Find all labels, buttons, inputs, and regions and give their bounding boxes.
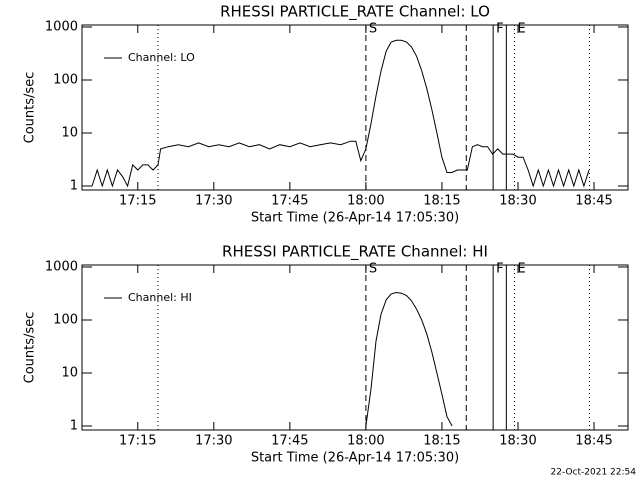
y-tick-label: 100 bbox=[53, 72, 78, 87]
event-label: S bbox=[369, 22, 377, 37]
plot-frame bbox=[81, 264, 629, 431]
y-tick-label: 1 bbox=[70, 418, 78, 433]
y-axis-label: Counts/sec bbox=[23, 312, 38, 384]
x-tick-label: 18:45 bbox=[575, 194, 612, 209]
event-label: F bbox=[496, 262, 503, 277]
series-line bbox=[365, 291, 453, 427]
x-axis-label: Start Time (26-Apr-14 17:05:30) bbox=[251, 211, 459, 226]
y-tick-label: 100 bbox=[53, 312, 78, 327]
plot-frame bbox=[81, 24, 629, 191]
x-tick-label: 18:30 bbox=[499, 434, 536, 449]
x-tick-label: 18:30 bbox=[499, 194, 536, 209]
event-label: E bbox=[517, 262, 525, 277]
y-tick-label: 1 bbox=[70, 178, 78, 193]
x-tick-label: 17:30 bbox=[195, 194, 232, 209]
x-tick-label: 18:45 bbox=[575, 434, 612, 449]
event-label: F bbox=[496, 22, 503, 37]
x-tick-label: 18:15 bbox=[423, 194, 460, 209]
legend-label: Channel: LO bbox=[128, 51, 195, 64]
y-tick-label: 10 bbox=[61, 125, 78, 140]
event-label: S bbox=[369, 262, 377, 277]
x-tick-label: 18:00 bbox=[347, 194, 384, 209]
chart-title: RHESSI PARTICLE_RATE Channel: HI bbox=[222, 243, 488, 262]
x-tick-label: 17:15 bbox=[119, 434, 156, 449]
x-tick-label: 18:00 bbox=[347, 434, 384, 449]
x-tick-label: 17:15 bbox=[119, 194, 156, 209]
footer: 22-Oct-2021 22:54 bbox=[551, 468, 637, 478]
legend-label: Channel: HI bbox=[128, 291, 192, 304]
event-label: E bbox=[517, 22, 525, 37]
y-tick-label: 1000 bbox=[45, 259, 78, 274]
series-line bbox=[91, 39, 590, 188]
x-tick-label: 17:30 bbox=[195, 434, 232, 449]
x-tick-label: 17:45 bbox=[271, 434, 308, 449]
x-tick-label: 17:45 bbox=[271, 194, 308, 209]
chart-title: RHESSI PARTICLE_RATE Channel: LO bbox=[220, 3, 490, 22]
y-tick-label: 1000 bbox=[45, 19, 78, 34]
y-axis-label: Counts/sec bbox=[23, 72, 38, 144]
x-tick-label: 18:15 bbox=[423, 434, 460, 449]
y-tick-label: 10 bbox=[61, 365, 78, 380]
x-axis-label: Start Time (26-Apr-14 17:05:30) bbox=[251, 451, 459, 466]
